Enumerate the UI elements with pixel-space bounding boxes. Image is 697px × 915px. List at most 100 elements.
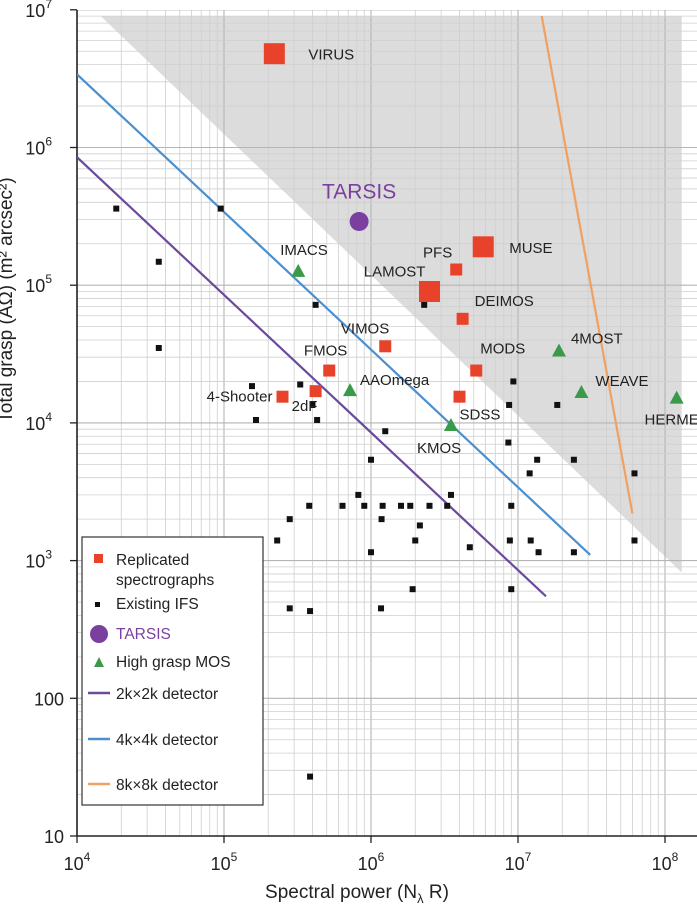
tarsis-label: TARSIS xyxy=(322,181,396,204)
existing-ifs-point xyxy=(382,428,389,435)
existing-ifs-point xyxy=(297,381,304,388)
replicated-spectrograph-label: SDSS xyxy=(460,407,501,424)
replicated-spectrograph-label: 2dF xyxy=(292,398,318,415)
mos-label: WEAVE xyxy=(595,373,648,390)
existing-ifs-point xyxy=(444,502,451,509)
replicated-spectrograph-label: MODS xyxy=(480,341,525,358)
replicated-spectrograph-marker xyxy=(450,263,463,276)
existing-ifs-point xyxy=(217,205,224,212)
y-tick-label: 103 xyxy=(25,548,52,572)
existing-ifs-point xyxy=(312,301,319,308)
existing-ifs-point xyxy=(306,502,313,509)
replicated-spectrograph-marker xyxy=(456,312,469,325)
replicated-spectrograph-marker xyxy=(418,281,440,303)
mos-marker xyxy=(443,417,458,431)
axes xyxy=(70,9,697,843)
existing-ifs-point xyxy=(361,502,368,509)
y-tick-label: 10 xyxy=(44,827,64,847)
existing-ifs-point xyxy=(398,502,405,509)
legend-mos-marker xyxy=(94,657,104,667)
mos-label: IMACS xyxy=(280,242,328,259)
existing-ifs-point xyxy=(409,586,416,593)
legend-tarsis-marker xyxy=(90,625,108,643)
y-tick-label: 105 xyxy=(25,272,52,296)
x-tick-label: 105 xyxy=(211,850,238,874)
mos-marker xyxy=(291,263,306,277)
mos-marker xyxy=(669,390,684,404)
existing-ifs-point xyxy=(274,537,281,544)
existing-ifs-point xyxy=(368,549,374,556)
replicated-spectrograph-label: MUSE xyxy=(509,240,552,257)
existing-ifs-point xyxy=(631,470,638,477)
existing-ifs-point xyxy=(416,522,423,529)
existing-ifs-point xyxy=(378,516,385,523)
detector-lines xyxy=(77,15,634,598)
existing-ifs-point xyxy=(355,491,362,498)
x-tick-label: 108 xyxy=(652,850,679,874)
existing-ifs-point xyxy=(155,344,162,351)
legend-mos-label: High grasp MOS xyxy=(116,654,231,671)
existing-ifs-point xyxy=(526,470,533,477)
existing-ifs-point xyxy=(286,516,293,523)
legend-det8k-label: 8k×8k detector xyxy=(116,777,218,794)
point-labels: VIRUS MUSE LAMOST PFS DEIMOS VIMOS FMOS MODS 4-S… xyxy=(207,47,697,457)
existing-ifs-point xyxy=(307,773,314,780)
legend-existing-marker xyxy=(95,602,100,607)
tick-labels: 104 105 106 107 108 10 100 103 104 105 106 107 xyxy=(25,0,678,874)
y-tick-label: 106 xyxy=(25,135,52,159)
replicated-spectrograph-marker xyxy=(472,236,494,258)
existing-ifs-point xyxy=(506,537,513,544)
legend-det4k-label: 4k×4k detector xyxy=(116,732,218,749)
replicated-spectrograph-marker xyxy=(309,385,322,398)
existing-ifs-point xyxy=(570,549,577,556)
replicated-spectrograph-label: LAMOST xyxy=(364,264,426,281)
existing-ifs-point xyxy=(508,586,515,593)
existing-ifs-point xyxy=(506,401,513,408)
existing-ifs-point xyxy=(421,301,428,308)
replicated-spectrograph-marker xyxy=(379,340,392,353)
legend-det2k-label: 2k×2k detector xyxy=(116,686,218,703)
mos-label: 4MOST xyxy=(571,331,623,348)
existing-ifs-point xyxy=(286,605,293,612)
existing-ifs-point xyxy=(368,456,374,463)
mos-label: KMOS xyxy=(417,440,461,457)
existing-ifs-point xyxy=(570,456,577,463)
grid-lines xyxy=(77,10,697,836)
shaded-region xyxy=(100,16,682,573)
legend-tarsis-label: TARSIS xyxy=(116,626,171,643)
existing-ifs-point xyxy=(314,416,321,423)
detector-line xyxy=(540,15,634,514)
existing-ifs-point xyxy=(113,205,120,212)
legend: Replicated spectrographs Existing IFS TAR… xyxy=(81,536,264,806)
mos-marker xyxy=(574,384,589,398)
replicated-spectrograph-marker xyxy=(470,364,483,377)
existing-ifs-point xyxy=(155,258,162,265)
existing-ifs-point xyxy=(307,608,314,615)
legend-box xyxy=(81,536,264,806)
existing-ifs-point xyxy=(378,605,385,612)
x-axis-title: Spectral power (Nλ R) xyxy=(265,882,449,906)
legend-replicated-marker xyxy=(94,554,103,563)
replicated-spectrograph-marker xyxy=(323,364,336,377)
existing-ifs-point xyxy=(554,401,561,408)
mos-label: AAOmega xyxy=(360,372,430,389)
replicated-spectrograph-marker xyxy=(453,390,466,403)
replicated-spectrograph-label: VIMOS xyxy=(341,320,389,337)
existing-ifs-point xyxy=(508,502,515,509)
detector-line xyxy=(77,73,591,556)
existing-ifs-point xyxy=(252,416,259,423)
replicated-spectrograph-marker xyxy=(263,43,285,65)
y-tick-label: 107 xyxy=(25,0,52,21)
legend-replicated-label: Replicated spectrographs xyxy=(116,552,214,589)
x-tick-label: 104 xyxy=(64,850,91,874)
y-tick-label: 100 xyxy=(34,689,64,709)
existing-ifs-point xyxy=(426,502,433,509)
replicated-spectrograph-marker xyxy=(276,390,289,403)
existing-ifs-point xyxy=(535,549,542,556)
existing-ifs-point xyxy=(631,537,638,544)
x-tick-label: 107 xyxy=(505,850,532,874)
replicated-spectrograph-label: FMOS xyxy=(304,343,347,360)
replicated-spectrograph-label: DEIMOS xyxy=(475,293,534,310)
